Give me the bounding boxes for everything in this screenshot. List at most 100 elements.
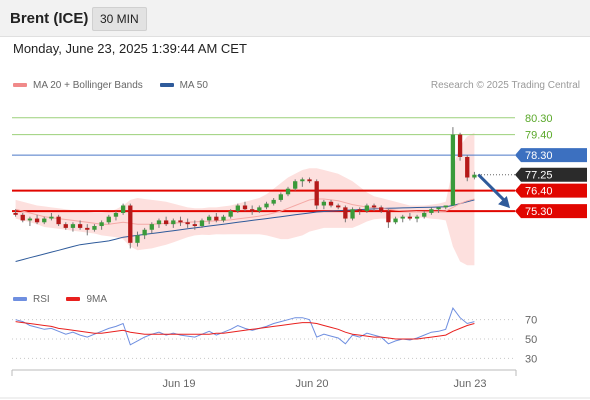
- legend-swatch-ma50: [159, 83, 174, 88]
- bollinger-band: [15, 132, 475, 266]
- candle-body-35: [264, 203, 269, 208]
- candle-body-22: [171, 220, 176, 225]
- rsi-panel: 70 50 30: [12, 307, 537, 365]
- rsi-tick-2: 30: [525, 353, 537, 365]
- x-tick-0: Jun 19: [162, 378, 195, 390]
- x-axis: Jun 19 Jun 20 Jun 23: [0, 369, 590, 399]
- candle-body-34: [257, 207, 262, 212]
- candle-body-20: [156, 220, 162, 225]
- candle-body-55: [407, 216, 413, 219]
- candle-body-63: [465, 156, 470, 178]
- candle-body-0: [13, 212, 18, 215]
- candle-body-21: [163, 220, 169, 225]
- candle-body-64: [472, 174, 477, 178]
- legend-label-9ma: 9MA: [86, 294, 108, 305]
- candle-body-31: [235, 205, 240, 212]
- candle-body-18: [142, 229, 147, 236]
- candle-body-56: [414, 216, 420, 219]
- level-tags: 80.30 79.40 78.30 77.25 76.40 75.30: [515, 113, 587, 219]
- candle-body-49: [364, 205, 370, 212]
- candle-body-48: [357, 209, 362, 212]
- candle-body-41: [307, 179, 312, 182]
- legend-swatch-ma20: [13, 83, 27, 88]
- rsi-tick-0: 70: [525, 315, 537, 327]
- candle-body-11: [92, 226, 97, 230]
- candle-body-8: [70, 224, 76, 228]
- candle-body-7: [63, 224, 68, 228]
- candle-body-3: [34, 218, 40, 223]
- candle-body-57: [422, 212, 427, 217]
- candle-body-27: [207, 216, 212, 221]
- candle-body-46: [343, 207, 348, 219]
- candle-body-5: [49, 216, 54, 219]
- candle-body-4: [42, 218, 47, 223]
- candle-body-16: [128, 205, 133, 243]
- ma20-line: [15, 198, 475, 225]
- candles: [13, 127, 477, 249]
- rsi-line: [15, 307, 475, 346]
- level-tag-4: [515, 183, 587, 198]
- candle-body-1: [20, 214, 25, 221]
- candle-body-36: [271, 199, 276, 204]
- candle-body-42: [314, 181, 319, 206]
- level-tag-5: [515, 204, 587, 219]
- legend-label-ma50: MA 50: [179, 80, 208, 91]
- level-tag-2: [515, 148, 587, 163]
- candle-body-12: [99, 222, 104, 227]
- level-label-0: 80.30: [525, 113, 553, 125]
- legend-item-rsi: RSI: [13, 294, 52, 305]
- candle-body-47: [350, 209, 355, 219]
- chart-header: Brent (ICE) 30 MIN: [0, 0, 590, 37]
- candle-body-62: [457, 134, 463, 157]
- candle-body-51: [379, 207, 384, 212]
- timestamp: Monday, June 23, 2025 1:39:44 AM CET: [13, 41, 247, 56]
- legend-item-9ma: 9MA: [66, 294, 107, 305]
- candle-body-50: [371, 205, 377, 208]
- candle-body-61: [450, 134, 456, 206]
- bollinger-band-fill: [15, 132, 475, 266]
- candle-body-13: [106, 216, 111, 223]
- rsi-9ma-line: [15, 321, 475, 340]
- candle-body-32: [242, 205, 248, 210]
- candle-body-33: [250, 209, 255, 212]
- level-label-4: 76.40: [525, 186, 553, 198]
- level-label-2: 78.30: [525, 150, 553, 162]
- level-label-1: 79.40: [525, 130, 553, 142]
- ma50-line: [15, 199, 475, 262]
- legend-swatch-rsi: [13, 297, 27, 302]
- x-tick-2: Jun 23: [453, 378, 486, 390]
- candle-body-39: [293, 181, 298, 189]
- candle-body-6: [56, 216, 61, 225]
- copyright-text: Research © 2025 Trading Central: [430, 80, 580, 91]
- candle-body-45: [336, 205, 341, 208]
- forecast-arrow-shaft: [477, 173, 508, 204]
- chart-legend: MA 20 + Bollinger Bands MA 50: [13, 80, 222, 91]
- candle-body-58: [429, 209, 434, 213]
- level-label-3: 77.25: [525, 170, 553, 182]
- candle-body-10: [85, 227, 90, 230]
- legend-swatch-9ma: [66, 297, 81, 302]
- instrument-title: Brent (ICE): [10, 10, 89, 27]
- candle-body-59: [436, 207, 441, 210]
- candle-body-26: [199, 220, 205, 227]
- candle-body-54: [400, 216, 405, 219]
- candle-body-15: [120, 205, 126, 213]
- forecast-arrow-head: [498, 195, 510, 209]
- candle-body-43: [321, 201, 327, 206]
- timeframe-button[interactable]: 30 MIN: [92, 7, 147, 31]
- candle-body-23: [178, 220, 183, 223]
- candle-body-17: [135, 235, 140, 243]
- candle-body-52: [386, 211, 391, 223]
- rsi-tick-1: 50: [525, 334, 537, 346]
- level-label-5: 75.30: [525, 206, 553, 218]
- candle-body-24: [185, 222, 190, 225]
- legend-label-rsi: RSI: [33, 294, 50, 305]
- candle-body-9: [77, 224, 83, 228]
- candle-body-28: [214, 216, 219, 221]
- candle-body-53: [393, 218, 398, 223]
- candle-body-2: [27, 218, 33, 221]
- candle-body-37: [278, 194, 283, 200]
- moving-averages: [15, 198, 475, 262]
- candle-body-14: [113, 212, 119, 217]
- x-tick-1: Jun 20: [295, 378, 328, 390]
